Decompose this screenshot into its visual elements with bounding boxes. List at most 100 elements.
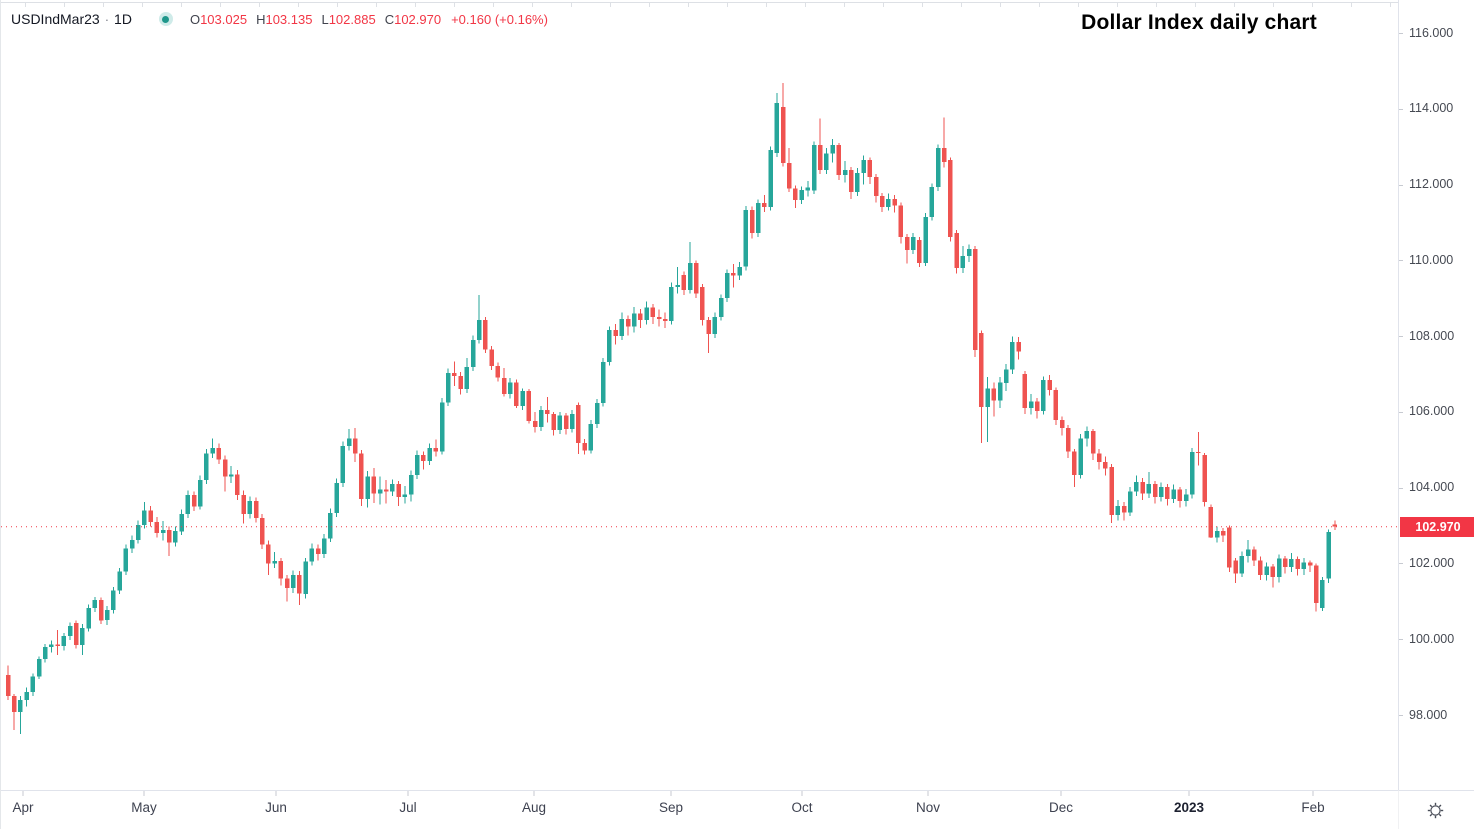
chart-plot-area[interactable]: USDIndMar23 · 1D O103.025 H103.135 L102.… bbox=[1, 0, 1398, 790]
price-axis-tick bbox=[1399, 715, 1403, 716]
top-ruler-tick bbox=[532, 2, 533, 7]
candle-body bbox=[1282, 558, 1288, 568]
price-axis-tick bbox=[1399, 487, 1403, 489]
candle-body bbox=[638, 313, 643, 321]
candle-body bbox=[1177, 489, 1183, 501]
candle-body bbox=[1301, 562, 1307, 570]
candle-body bbox=[1214, 531, 1220, 538]
candle-body bbox=[520, 391, 525, 406]
time-axis-tick bbox=[1312, 791, 1314, 796]
candle-body bbox=[1022, 374, 1028, 409]
top-ruler-tick bbox=[805, 2, 806, 7]
candle-body bbox=[5, 675, 11, 696]
price-axis-tick bbox=[1399, 33, 1403, 34]
candle-body bbox=[191, 495, 197, 507]
time-axis-label: 2023 bbox=[1173, 800, 1205, 815]
axis-settings-gear-icon[interactable] bbox=[1427, 802, 1444, 819]
candle-body bbox=[98, 600, 104, 621]
candle-body bbox=[476, 319, 482, 340]
candle-body bbox=[991, 388, 997, 401]
candle-body bbox=[142, 510, 147, 525]
top-ruler-tick bbox=[1273, 2, 1274, 7]
candle-body bbox=[1028, 401, 1034, 409]
candle-body bbox=[1289, 558, 1294, 568]
candle-body bbox=[1264, 566, 1269, 575]
candle-body bbox=[1121, 505, 1127, 513]
candle-body bbox=[700, 286, 705, 320]
candle-body bbox=[1332, 524, 1338, 527]
top-divider bbox=[1, 2, 1474, 3]
top-ruler-tick bbox=[142, 2, 143, 7]
candle-body bbox=[923, 216, 928, 263]
candle-body bbox=[551, 413, 556, 431]
candle-body bbox=[1109, 466, 1114, 515]
candle-body bbox=[346, 438, 352, 446]
market-status-dot-icon[interactable] bbox=[158, 11, 174, 27]
price-axis[interactable]: 102.970 116.000 114.000 112.000 110.000 108.… bbox=[1398, 0, 1474, 790]
low-value: L102.885 bbox=[321, 11, 376, 27]
time-axis-label: Sep bbox=[658, 800, 684, 815]
candlestick-chart[interactable] bbox=[1, 0, 1398, 790]
price-axis-label: 98.000 bbox=[1409, 707, 1448, 722]
time-axis-tick bbox=[1188, 791, 1190, 796]
price-axis-tick bbox=[1399, 639, 1403, 641]
candle-body bbox=[1115, 505, 1121, 515]
candle-body bbox=[1189, 452, 1195, 495]
candle-body bbox=[873, 177, 879, 196]
top-ruler-tick bbox=[961, 2, 962, 7]
axis-corner bbox=[1398, 790, 1474, 829]
candle-body bbox=[985, 388, 990, 407]
candle-body bbox=[148, 510, 153, 522]
candle-body bbox=[315, 548, 321, 554]
candle-body bbox=[123, 548, 129, 572]
top-ruler-tick bbox=[103, 2, 104, 7]
candle-body bbox=[111, 590, 116, 610]
candle-body bbox=[36, 658, 42, 677]
candle-body bbox=[693, 263, 699, 294]
candle-body bbox=[129, 540, 135, 549]
candle-body bbox=[297, 574, 302, 594]
candle-body bbox=[681, 275, 687, 290]
candle-body bbox=[588, 424, 594, 451]
candle-body bbox=[18, 699, 23, 712]
candle-body bbox=[1034, 401, 1040, 411]
candle-body bbox=[669, 286, 674, 321]
close-value: C102.970 bbox=[384, 11, 442, 27]
top-ruler-tick bbox=[1234, 2, 1235, 7]
candle-body bbox=[1227, 527, 1232, 568]
candle-body bbox=[675, 285, 680, 287]
candle-body bbox=[1016, 341, 1021, 352]
candle-body bbox=[613, 330, 618, 337]
candle-body bbox=[135, 524, 141, 540]
price-axis-label: 114.000 bbox=[1409, 101, 1454, 116]
symbol-name[interactable]: USDIndMar23 bbox=[11, 11, 100, 27]
candle-body bbox=[42, 647, 48, 659]
candle-body bbox=[836, 145, 842, 176]
candle-body bbox=[1090, 430, 1096, 454]
candle-body bbox=[1307, 562, 1313, 566]
candle-body bbox=[917, 239, 922, 263]
candle-body bbox=[954, 233, 959, 268]
candle-body bbox=[303, 561, 308, 594]
candle-body bbox=[526, 391, 532, 421]
candle-body bbox=[266, 544, 271, 564]
candle-body bbox=[321, 538, 327, 554]
candle-body bbox=[408, 475, 414, 495]
interval-selector[interactable]: 1D bbox=[114, 11, 132, 27]
candle-body bbox=[960, 255, 966, 268]
candle-body bbox=[755, 203, 761, 233]
time-axis[interactable]: Apr May Jun Jul Aug Sep Oct Nov Dec 2023 Feb bbox=[1, 790, 1398, 829]
candle-body bbox=[972, 249, 978, 351]
candle-body bbox=[941, 148, 947, 162]
candle-body bbox=[1096, 453, 1102, 462]
candle-body bbox=[1010, 341, 1015, 370]
top-ruler-tick bbox=[298, 2, 299, 7]
top-ruler-tick bbox=[454, 2, 455, 7]
candle-body bbox=[904, 236, 910, 251]
time-axis-tick bbox=[407, 791, 409, 796]
candle-body bbox=[1053, 389, 1059, 420]
candle-body bbox=[1183, 494, 1189, 501]
candle-body bbox=[600, 361, 606, 403]
candle-body bbox=[929, 187, 935, 217]
top-ruler-tick bbox=[415, 2, 416, 7]
